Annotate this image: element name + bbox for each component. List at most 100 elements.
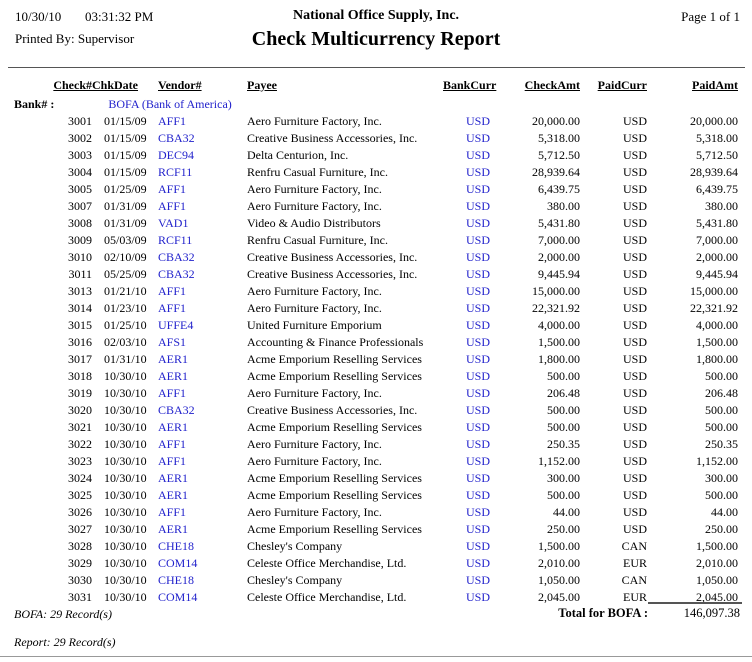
bank-curr-link[interactable]: USD	[465, 539, 490, 553]
bank-curr-link[interactable]: USD	[465, 199, 490, 213]
bank-curr-link[interactable]: USD	[465, 250, 490, 264]
bank-curr-link[interactable]: USD	[465, 420, 490, 434]
payee-cell: Acme Emporium Reselling Services	[247, 369, 422, 383]
bank-curr-link[interactable]: USD	[465, 556, 490, 570]
bank-curr-link[interactable]: USD	[465, 403, 490, 417]
vendor-code-link[interactable]: AFF1	[158, 199, 187, 213]
bank-curr-link[interactable]: USD	[465, 165, 490, 179]
check-row: 3014 01/23/10 AFF1 Aero Furniture Factor…	[14, 300, 738, 317]
vendor-code-link[interactable]: CHE18	[158, 573, 194, 587]
check-number-cell: 3023	[68, 454, 92, 468]
check-row: 3020 10/30/10 CBA32 Creative Business Ac…	[14, 402, 738, 419]
bank-curr-link[interactable]: USD	[465, 437, 490, 451]
vendor-code-link[interactable]: UFFE4	[158, 318, 194, 332]
check-amt-cell: 500.00	[547, 488, 580, 502]
bank-curr-link[interactable]: USD	[465, 284, 490, 298]
vendor-code-link[interactable]: AFF1	[158, 114, 187, 128]
check-amt-cell: 2,010.00	[538, 556, 580, 570]
paid-curr-cell: USD	[622, 199, 647, 213]
check-date-cell: 01/15/09	[104, 131, 147, 145]
bank-curr-link[interactable]: USD	[465, 131, 490, 145]
bank-curr-link[interactable]: USD	[465, 522, 490, 536]
check-amt-cell: 1,500.00	[538, 335, 580, 349]
check-number-cell: 3005	[68, 182, 92, 196]
report-title: Check Multicurrency Report	[251, 28, 501, 50]
check-date-cell: 10/30/10	[104, 556, 147, 570]
bank-curr-link[interactable]: USD	[465, 233, 490, 247]
bank-curr-link[interactable]: USD	[465, 335, 490, 349]
vendor-code-link[interactable]: AFF1	[158, 454, 187, 468]
check-row: 3015 01/25/10 UFFE4 United Furniture Emp…	[14, 317, 738, 334]
vendor-code-link[interactable]: RCF11	[158, 165, 193, 179]
vendor-code-link[interactable]: AFF1	[158, 437, 187, 451]
bank-curr-link[interactable]: USD	[465, 301, 490, 315]
vendor-code-link[interactable]: AER1	[158, 471, 188, 485]
check-amt-cell: 44.00	[553, 505, 580, 519]
bank-curr-link[interactable]: USD	[465, 318, 490, 332]
bank-name-link[interactable]: BOFA (Bank of America)	[108, 97, 232, 111]
check-number-cell: 3026	[68, 505, 92, 519]
vendor-code-link[interactable]: AFF1	[158, 505, 187, 519]
paid-curr-cell: EUR	[623, 556, 647, 570]
bank-curr-link[interactable]: USD	[465, 471, 490, 485]
vendor-code-link[interactable]: VAD1	[158, 216, 189, 230]
bank-curr-link[interactable]: USD	[465, 148, 490, 162]
bank-curr-link[interactable]: USD	[465, 267, 490, 281]
bank-curr-link[interactable]: USD	[465, 488, 490, 502]
check-date-cell: 01/23/10	[104, 301, 147, 315]
bank-curr-link[interactable]: USD	[465, 369, 490, 383]
paid-amt-cell: 380.00	[705, 199, 738, 213]
vendor-code-link[interactable]: CBA32	[158, 250, 195, 264]
vendor-code-link[interactable]: RCF11	[158, 233, 193, 247]
bank-curr-link[interactable]: USD	[465, 216, 490, 230]
vendor-code-link[interactable]: COM14	[158, 556, 198, 570]
vendor-code-link[interactable]: AFF1	[158, 386, 187, 400]
check-date-cell: 10/30/10	[104, 539, 147, 553]
paid-amt-cell: 44.00	[711, 505, 738, 519]
check-date-cell: 01/31/09	[104, 199, 147, 213]
bank-curr-link[interactable]: USD	[465, 386, 490, 400]
check-row: 3030 10/30/10 CHE18 Chesley's Company US…	[14, 572, 738, 589]
bank-curr-link[interactable]: USD	[465, 505, 490, 519]
bank-curr-link[interactable]: USD	[465, 573, 490, 587]
vendor-code-link[interactable]: AER1	[158, 352, 188, 366]
bank-curr-link[interactable]: USD	[465, 352, 490, 366]
table-header-row: Check# ChkDate Vendor# Payee BankCurr Ch…	[14, 78, 738, 96]
vendor-code-link[interactable]: AFS1	[158, 335, 187, 349]
paid-curr-cell: USD	[622, 165, 647, 179]
check-amt-cell: 500.00	[547, 420, 580, 434]
vendor-code-link[interactable]: AFF1	[158, 182, 187, 196]
paid-amt-cell: 6,439.75	[696, 182, 738, 196]
vendor-code-link[interactable]: DEC94	[158, 148, 194, 162]
vendor-code-link[interactable]: AFF1	[158, 301, 187, 315]
payee-cell: Acme Emporium Reselling Services	[247, 471, 422, 485]
paid-amt-cell: 7,000.00	[696, 233, 738, 247]
vendor-code-link[interactable]: CBA32	[158, 131, 195, 145]
vendor-code-link[interactable]: COM14	[158, 590, 198, 604]
paid-curr-cell: USD	[622, 352, 647, 366]
paid-curr-cell: USD	[622, 131, 647, 145]
vendor-code-link[interactable]: CBA32	[158, 403, 195, 417]
paid-curr-cell: USD	[622, 250, 647, 264]
check-number-cell: 3027	[68, 522, 92, 536]
check-row: 3013 01/21/10 AFF1 Aero Furniture Factor…	[14, 283, 738, 300]
bank-curr-link[interactable]: USD	[465, 182, 490, 196]
check-number-cell: 3011	[68, 267, 92, 281]
vendor-code-link[interactable]: CHE18	[158, 539, 194, 553]
paid-curr-cell: USD	[622, 182, 647, 196]
vendor-code-link[interactable]: AER1	[158, 369, 188, 383]
bank-curr-link[interactable]: USD	[465, 114, 490, 128]
bank-curr-link[interactable]: USD	[465, 590, 490, 604]
vendor-code-link[interactable]: AER1	[158, 488, 188, 502]
vendor-code-link[interactable]: AFF1	[158, 284, 187, 298]
bank-curr-link[interactable]: USD	[465, 454, 490, 468]
check-amt-cell: 500.00	[547, 369, 580, 383]
paid-curr-cell: USD	[622, 454, 647, 468]
check-row: 3021 10/30/10 AER1 Acme Emporium Reselli…	[14, 419, 738, 436]
check-row: 3024 10/30/10 AER1 Acme Emporium Reselli…	[14, 470, 738, 487]
vendor-code-link[interactable]: AER1	[158, 522, 188, 536]
vendor-code-link[interactable]: AER1	[158, 420, 188, 434]
paid-amt-cell: 5,712.50	[696, 148, 738, 162]
vendor-code-link[interactable]: CBA32	[158, 267, 195, 281]
paid-amt-cell: 22,321.92	[690, 301, 738, 315]
